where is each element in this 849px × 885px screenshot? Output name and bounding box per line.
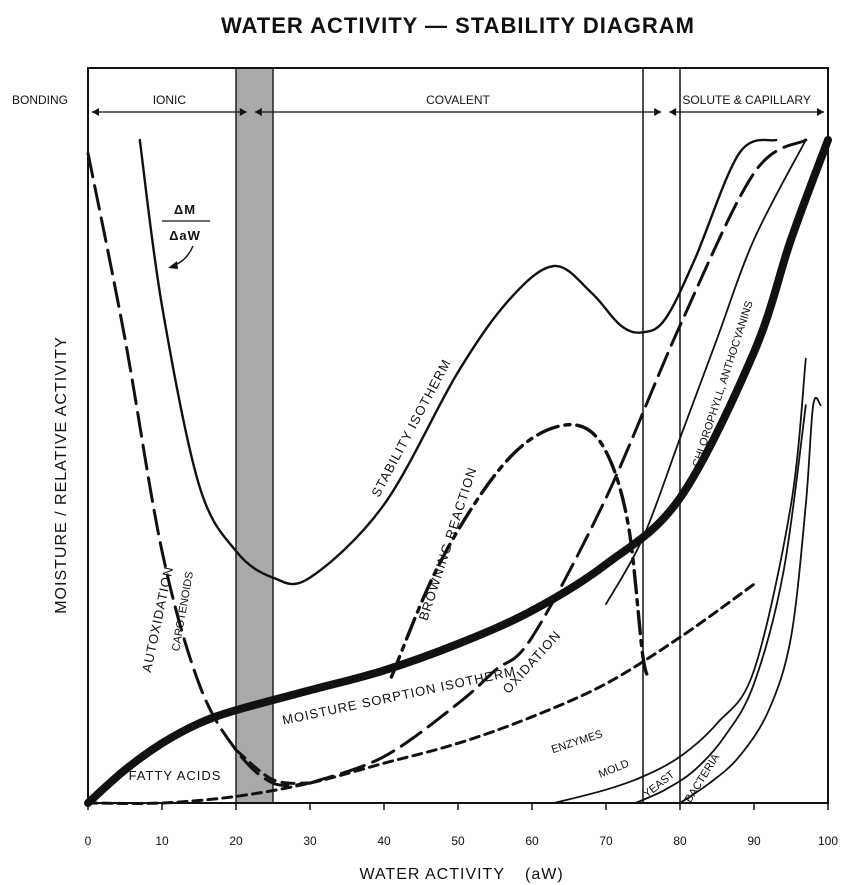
- series-line-fatty-acids: [234, 748, 312, 785]
- bonding-arrowhead-left-ionic: [92, 108, 99, 116]
- x-tick-label-60: 60: [525, 834, 539, 848]
- x-axis-symbol: (aW): [525, 866, 564, 883]
- bonding-zone-solute-capillary: SOLUTE & CAPILLARY: [682, 93, 811, 107]
- series-line-yeast: [634, 404, 807, 804]
- series-label-moisture-sorption-isotherm: MOISTURE SORPTION ISOTHERM: [281, 663, 517, 727]
- x-tick-label-30: 30: [303, 834, 317, 848]
- bonding-arrowhead-left-covalent: [254, 108, 262, 116]
- series-line-oxidation: [308, 138, 808, 785]
- series-label-enzymes: ENZYMES: [550, 728, 604, 756]
- series-label-autoxidation: AUTOXIDATION: [139, 565, 176, 674]
- x-tick-label-40: 40: [377, 834, 391, 848]
- bonding-arrowhead-right-covalent: [654, 108, 662, 116]
- series-line-moisture-sorption-isotherm: [84, 136, 832, 807]
- bonding-zone-ionic: IONIC: [153, 93, 187, 107]
- x-tick-label-70: 70: [599, 834, 613, 848]
- shaded-band: [235, 67, 274, 804]
- bonding-zone-covalent: COVALENT: [426, 93, 490, 107]
- x-tick-label-0: 0: [85, 834, 92, 848]
- series-label-mold: MOLD: [597, 758, 631, 781]
- series-label-browning-reaction: BROWNING REACTION: [416, 465, 480, 623]
- series-label-yeast: YEAST: [641, 769, 677, 801]
- bonding-label: BONDING: [12, 93, 68, 107]
- series-line-autoxidation-carotenoids: [86, 151, 312, 788]
- derivative-numerator: ΔM: [174, 202, 196, 217]
- series-label-stability-isotherm: STABILITY ISOTHERM: [368, 356, 454, 499]
- x-tick-label-80: 80: [673, 834, 687, 848]
- bonding-arrowhead-right-solute-capillary: [817, 108, 824, 116]
- x-tick-label-20: 20: [229, 834, 243, 848]
- series-line-stability-isotherm: [138, 138, 778, 586]
- x-tick-label-90: 90: [747, 834, 761, 848]
- x-axis-label: WATER ACTIVITY: [359, 866, 505, 883]
- series-line-chlorophyll-anthocyanins: [605, 139, 807, 605]
- plot-area: BONDING IONIC COVALENT SOLUTE & CAPILLARY 0 1…: [12, 67, 838, 848]
- x-tick-label-10: 10: [155, 834, 169, 848]
- series-line-enzymes: [86, 582, 756, 805]
- series-label-carotenoids: CAROTENOIDS: [170, 571, 196, 653]
- x-tick-label-100: 100: [818, 834, 838, 848]
- derivative-arrowhead: [168, 261, 178, 269]
- series-line-bacteria: [679, 397, 822, 804]
- y-axis-label: MOISTURE / RELATIVE ACTIVITY: [53, 336, 70, 614]
- series-label-fatty-acids: FATTY ACIDS: [129, 768, 222, 783]
- chart-title: WATER ACTIVITY — STABILITY DIAGRAM: [221, 13, 695, 38]
- bonding-arrowhead-right-ionic: [239, 108, 247, 116]
- series-line-mold: [553, 357, 807, 804]
- series-line-browning-reaction: [389, 422, 653, 679]
- derivative-denominator: ΔaW: [169, 228, 201, 243]
- x-tick-label-50: 50: [451, 834, 465, 848]
- bonding-arrowhead-left-solute-capillary: [669, 108, 677, 116]
